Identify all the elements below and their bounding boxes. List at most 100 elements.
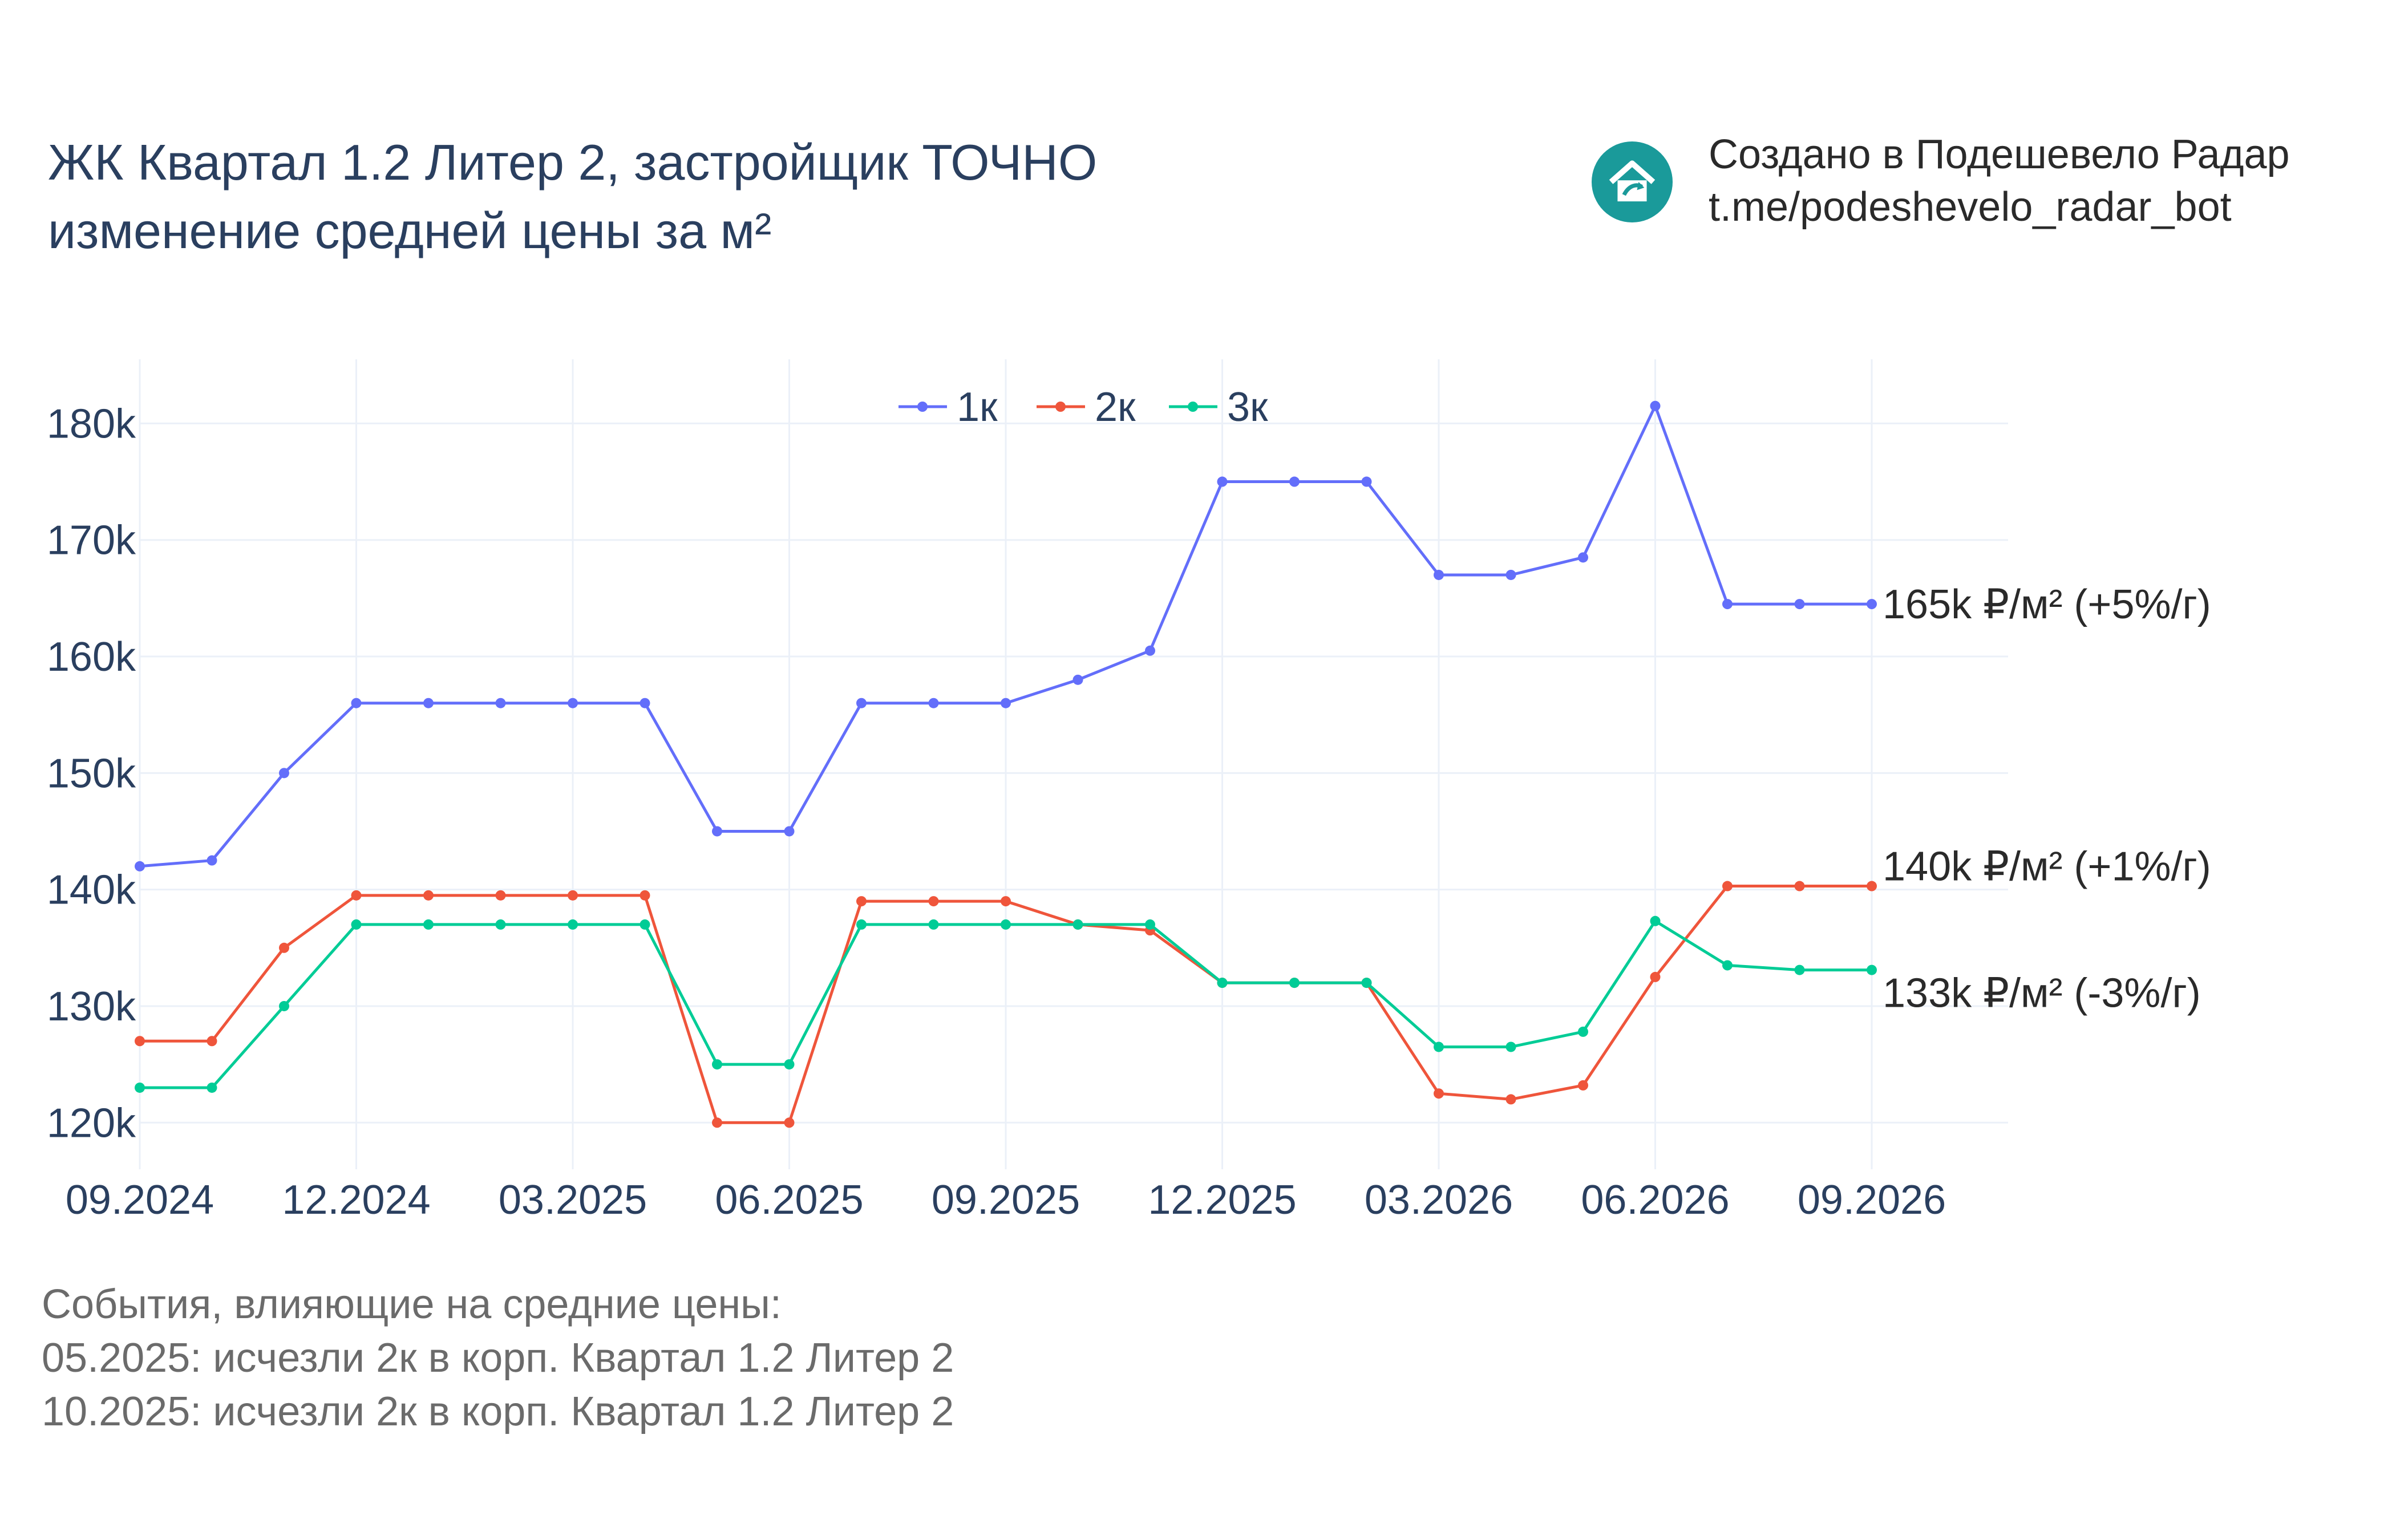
data-point xyxy=(784,1059,795,1070)
x-tick-label: 03.2025 xyxy=(499,1177,647,1223)
data-point xyxy=(1217,476,1228,487)
x-tick-label: 12.2024 xyxy=(282,1177,430,1223)
data-point xyxy=(1578,552,1588,563)
legend: 1к 2к 3к xyxy=(898,384,1268,430)
y-tick-label: 140k xyxy=(47,868,136,913)
data-point xyxy=(1145,645,1155,656)
event-item: 05.2025: исчезли 2к в корп. Квартал 1.2 … xyxy=(42,1335,954,1381)
house-arrow-icon xyxy=(1592,141,1673,222)
x-tick-label: 06.2026 xyxy=(1581,1177,1729,1223)
data-point xyxy=(495,890,506,901)
events-panel: События, влияющие на средние цены: 05.20… xyxy=(42,1278,954,1438)
data-point xyxy=(279,942,289,953)
data-point xyxy=(1434,1088,1444,1099)
data-point xyxy=(1794,881,1805,891)
y-tick-label: 160k xyxy=(47,634,136,680)
data-point xyxy=(1578,1080,1588,1091)
data-point xyxy=(712,1059,722,1070)
data-point xyxy=(495,698,506,708)
data-point xyxy=(1001,919,1011,930)
data-point xyxy=(135,1036,145,1047)
data-point xyxy=(135,1082,145,1093)
data-point xyxy=(1867,881,1877,891)
data-point xyxy=(1434,1041,1444,1052)
y-tick-label: 170k xyxy=(47,518,136,564)
x-tick-label: 03.2026 xyxy=(1365,1177,1513,1223)
data-point xyxy=(423,890,434,901)
chart-title-line2: изменение средней цены за м² xyxy=(48,202,772,259)
event-item: 10.2025: исчезли 2к в корп. Квартал 1.2 … xyxy=(42,1389,954,1434)
data-point xyxy=(928,896,939,907)
y-tick-label: 180k xyxy=(47,401,136,447)
data-point xyxy=(1289,978,1300,988)
end-labels: 165k ₽/м² (+5%/г) 140k ₽/м² (+1%/г) 133k ₽… xyxy=(1883,582,2211,1016)
data-point xyxy=(1650,915,1661,926)
data-point xyxy=(856,896,867,907)
data-point xyxy=(351,890,362,901)
data-point xyxy=(1072,674,1083,685)
data-point xyxy=(1794,964,1805,975)
data-point xyxy=(1867,599,1877,610)
chart-title: ЖК Квартал 1.2 Литер 2, застройщик ТОЧНО… xyxy=(48,128,1097,265)
legend-marker xyxy=(1188,402,1198,412)
chart-title-line1: ЖК Квартал 1.2 Литер 2, застройщик ТОЧНО xyxy=(48,134,1098,191)
data-point xyxy=(423,919,434,930)
data-point xyxy=(1072,919,1083,930)
data-point xyxy=(1361,476,1372,487)
y-tick-label: 150k xyxy=(47,751,136,796)
data-point xyxy=(1434,569,1444,580)
series-end-label: 133k ₽/м² (-3%/г) xyxy=(1883,971,2201,1016)
data-point xyxy=(1650,971,1661,982)
brand-link[interactable]: t.me/podeshevelo_radar_bot xyxy=(1709,184,2232,230)
legend-label: 2к xyxy=(1095,384,1136,430)
series-end-label: 140k ₽/м² (+1%/г) xyxy=(1883,844,2211,890)
data-point xyxy=(207,855,217,866)
x-tick-label: 09.2024 xyxy=(66,1177,214,1223)
legend-label: 1к xyxy=(957,384,998,430)
data-point xyxy=(1722,881,1733,891)
data-point xyxy=(640,919,650,930)
y-tick-label: 120k xyxy=(47,1100,136,1146)
legend-marker xyxy=(1055,402,1066,412)
data-point xyxy=(640,890,650,901)
data-point xyxy=(928,698,939,708)
events-heading: События, влияющие на средние цены: xyxy=(42,1282,782,1327)
data-point xyxy=(1505,1041,1516,1052)
data-point xyxy=(207,1036,217,1047)
data-point xyxy=(1722,960,1733,971)
data-point xyxy=(784,1117,795,1128)
data-point xyxy=(207,1082,217,1093)
data-point xyxy=(568,890,578,901)
data-point xyxy=(423,698,434,708)
data-point xyxy=(135,861,145,872)
axis-layer: 120k 130k 140k 150k 160k 170k 180k 09.2024 12.20… xyxy=(47,401,1946,1223)
legend-label: 3к xyxy=(1227,384,1268,430)
data-point xyxy=(856,698,867,708)
data-point xyxy=(1867,964,1877,975)
data-point xyxy=(1001,698,1011,708)
data-point xyxy=(1794,599,1805,610)
y-tick-label: 130k xyxy=(47,984,136,1030)
data-point xyxy=(279,1000,289,1011)
data-point xyxy=(1650,400,1661,411)
x-tick-label: 06.2025 xyxy=(715,1177,863,1223)
brand-line1: Создано в Подешевело Радар xyxy=(1709,132,2290,177)
data-point xyxy=(1578,1026,1588,1037)
data-point xyxy=(1722,599,1733,610)
x-tick-label: 12.2025 xyxy=(1148,1177,1296,1223)
data-point xyxy=(856,919,867,930)
grid-layer xyxy=(139,359,2008,1169)
data-point xyxy=(1361,978,1372,988)
data-point xyxy=(1505,1094,1516,1105)
data-point xyxy=(495,919,506,930)
brand-credit: Создано в Подешевело Радар t.me/podeshev… xyxy=(1709,128,2290,233)
data-point xyxy=(351,919,362,930)
data-point xyxy=(928,919,939,930)
data-point xyxy=(784,826,795,837)
data-point xyxy=(568,919,578,930)
data-point xyxy=(1505,569,1516,580)
data-point xyxy=(568,698,578,708)
data-point xyxy=(351,698,362,708)
x-tick-label: 09.2025 xyxy=(932,1177,1080,1223)
legend-marker xyxy=(917,402,928,412)
